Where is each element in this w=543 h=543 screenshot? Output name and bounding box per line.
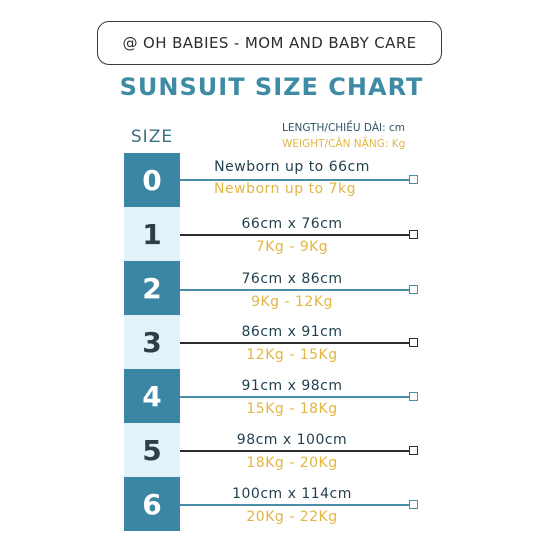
size-block-6: 6 <box>124 477 180 531</box>
weight-value: 7Kg - 9Kg <box>255 239 329 255</box>
row-end-marker <box>409 285 418 294</box>
length-value: Newborn up to 66cm <box>214 159 370 175</box>
weight-value: 15Kg - 18Kg <box>246 401 338 417</box>
weight-value: 9Kg - 12Kg <box>251 294 333 310</box>
size-row-divider <box>180 396 410 398</box>
size-column-heading: SIZE <box>130 127 174 147</box>
weight-legend: WEIGHT/CÂN NẶNG: Kg <box>282 138 406 150</box>
weight-value: 18Kg - 20Kg <box>246 455 338 471</box>
length-value: 100cm x 114cm <box>232 486 352 502</box>
size-row-divider <box>180 234 410 236</box>
size-row-divider <box>180 342 410 344</box>
size-row-divider <box>180 179 410 181</box>
row-end-marker <box>409 175 418 184</box>
row-end-marker <box>409 392 418 401</box>
brand-banner: @ OH BABIES - MOM AND BABY CARE <box>97 21 442 65</box>
size-block-3: 3 <box>124 315 180 369</box>
length-value: 91cm x 98cm <box>241 378 343 394</box>
row-end-marker <box>409 338 418 347</box>
length-value: 98cm x 100cm <box>236 432 348 448</box>
chart-title: SUNSUIT SIZE CHART <box>119 73 424 101</box>
row-end-marker <box>409 500 418 509</box>
length-value: 86cm x 91cm <box>241 324 343 340</box>
size-block-1: 1 <box>124 207 180 261</box>
length-value: 76cm x 86cm <box>241 271 343 287</box>
weight-value: 20Kg - 22Kg <box>246 509 338 525</box>
size-row-divider <box>180 504 410 506</box>
length-legend: LENGTH/CHIỀU DÀI: cm <box>282 122 405 134</box>
row-end-marker <box>409 446 418 455</box>
size-block-2: 2 <box>124 261 180 315</box>
size-row-divider <box>180 450 410 452</box>
weight-value: 12Kg - 15Kg <box>246 347 338 363</box>
length-value: 66cm x 76cm <box>241 216 343 232</box>
size-block-0: 0 <box>124 153 180 207</box>
size-block-4: 4 <box>124 369 180 423</box>
row-end-marker <box>409 230 418 239</box>
size-row-divider <box>180 289 410 291</box>
size-block-5: 5 <box>124 423 180 477</box>
weight-value: Newborn up to 7kg <box>214 181 356 197</box>
